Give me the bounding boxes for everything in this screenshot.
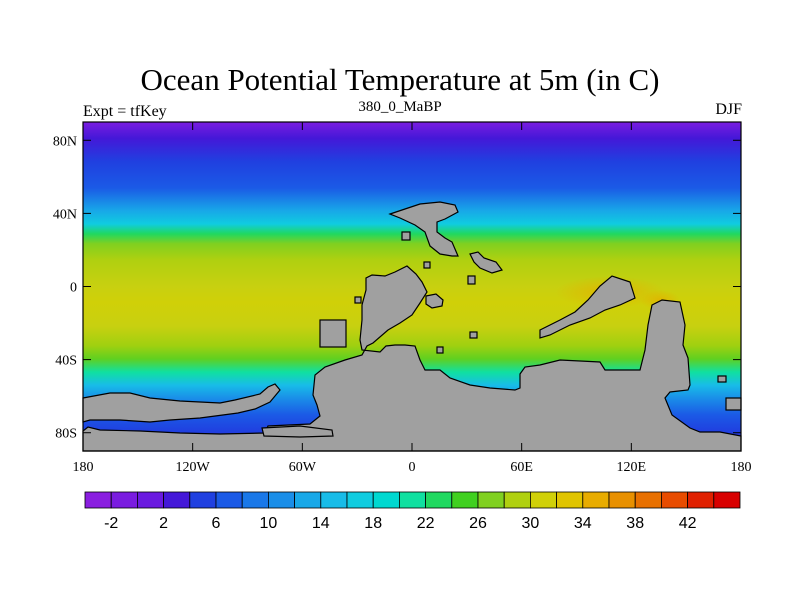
land-island: [469, 251, 503, 274]
colorbar-label: 18: [364, 515, 382, 532]
colorbar-swatch: [556, 491, 584, 509]
colorbar-swatch: [267, 491, 295, 509]
land-mass-antarctica: [82, 265, 742, 452]
colorbar-swatch: [687, 491, 715, 509]
colorbar-swatch: [136, 491, 164, 509]
land-island: [401, 231, 411, 241]
season-label: DJF: [715, 101, 742, 118]
x-tick-label: 180: [731, 460, 752, 475]
colorbar-swatch: [163, 491, 191, 509]
colorbar-swatch: [530, 491, 558, 509]
y-tick-label: 80N: [53, 134, 77, 149]
land-island: [425, 293, 444, 309]
experiment-label: Expt = tfKey: [83, 103, 167, 120]
colorbar-swatch: [503, 491, 531, 509]
colorbar-swatch: [634, 491, 662, 509]
x-tick-label: 120E: [617, 460, 647, 475]
colorbar-label: 2: [159, 515, 168, 532]
colorbar-label: 42: [679, 515, 697, 532]
colorbar-swatch: [582, 491, 610, 509]
y-tick-label: 0: [70, 281, 77, 296]
colorbar-swatch: [189, 491, 217, 509]
land-island: [469, 331, 478, 339]
colorbar-swatch: [241, 491, 269, 509]
x-tick-label: 180: [73, 460, 94, 475]
colorbar-label: 10: [260, 515, 278, 532]
colorbar-swatch: [713, 491, 741, 509]
land-mass-northern-block: [388, 201, 459, 257]
colorbar-swatch: [477, 491, 505, 509]
land-mass-eastern-arc: [539, 275, 636, 339]
colorbar-swatch: [215, 491, 243, 509]
colorbar-swatch: [425, 491, 453, 509]
x-tick-label: 60E: [510, 460, 533, 475]
colorbar-swatch: [451, 491, 479, 509]
colorbar-swatch: [661, 491, 689, 509]
land-island: [717, 375, 727, 383]
colorbar-swatch: [398, 491, 426, 509]
colorbar-label: -2: [104, 515, 118, 532]
land-island: [354, 296, 362, 304]
colorbar-swatch: [294, 491, 322, 509]
colorbar-swatch: [84, 491, 112, 509]
x-tick-label: 0: [409, 460, 416, 475]
land-island: [436, 346, 444, 354]
land-island: [725, 397, 742, 411]
colorbar-label: 6: [212, 515, 221, 532]
colorbar-swatch: [110, 491, 138, 509]
map-subtitle: 380_0_MaBP: [358, 99, 442, 115]
land-mass-west-ridge: [82, 383, 281, 423]
y-tick-label: 80S: [55, 427, 77, 442]
colorbar-swatch: [320, 491, 348, 509]
colorbar-label: 14: [312, 515, 330, 532]
colorbar-label: 38: [626, 515, 644, 532]
colorbar-label: 22: [417, 515, 435, 532]
colorbar-label: 34: [574, 515, 592, 532]
colorbar-swatch: [372, 491, 400, 509]
land-island: [261, 425, 334, 438]
land-island: [467, 275, 476, 285]
colorbar-swatch: [346, 491, 374, 509]
x-tick-label: 120W: [176, 460, 211, 475]
y-tick-label: 40S: [55, 354, 77, 369]
x-tick-label: 60W: [289, 460, 317, 475]
land-island: [423, 261, 431, 269]
map-title: Ocean Potential Temperature at 5m (in C): [140, 62, 660, 97]
colorbar-label: 26: [469, 515, 487, 532]
colorbar-swatch: [608, 491, 636, 509]
land-island: [319, 319, 347, 348]
colorbar-label: 30: [522, 515, 540, 532]
y-tick-label: 40N: [53, 207, 77, 222]
